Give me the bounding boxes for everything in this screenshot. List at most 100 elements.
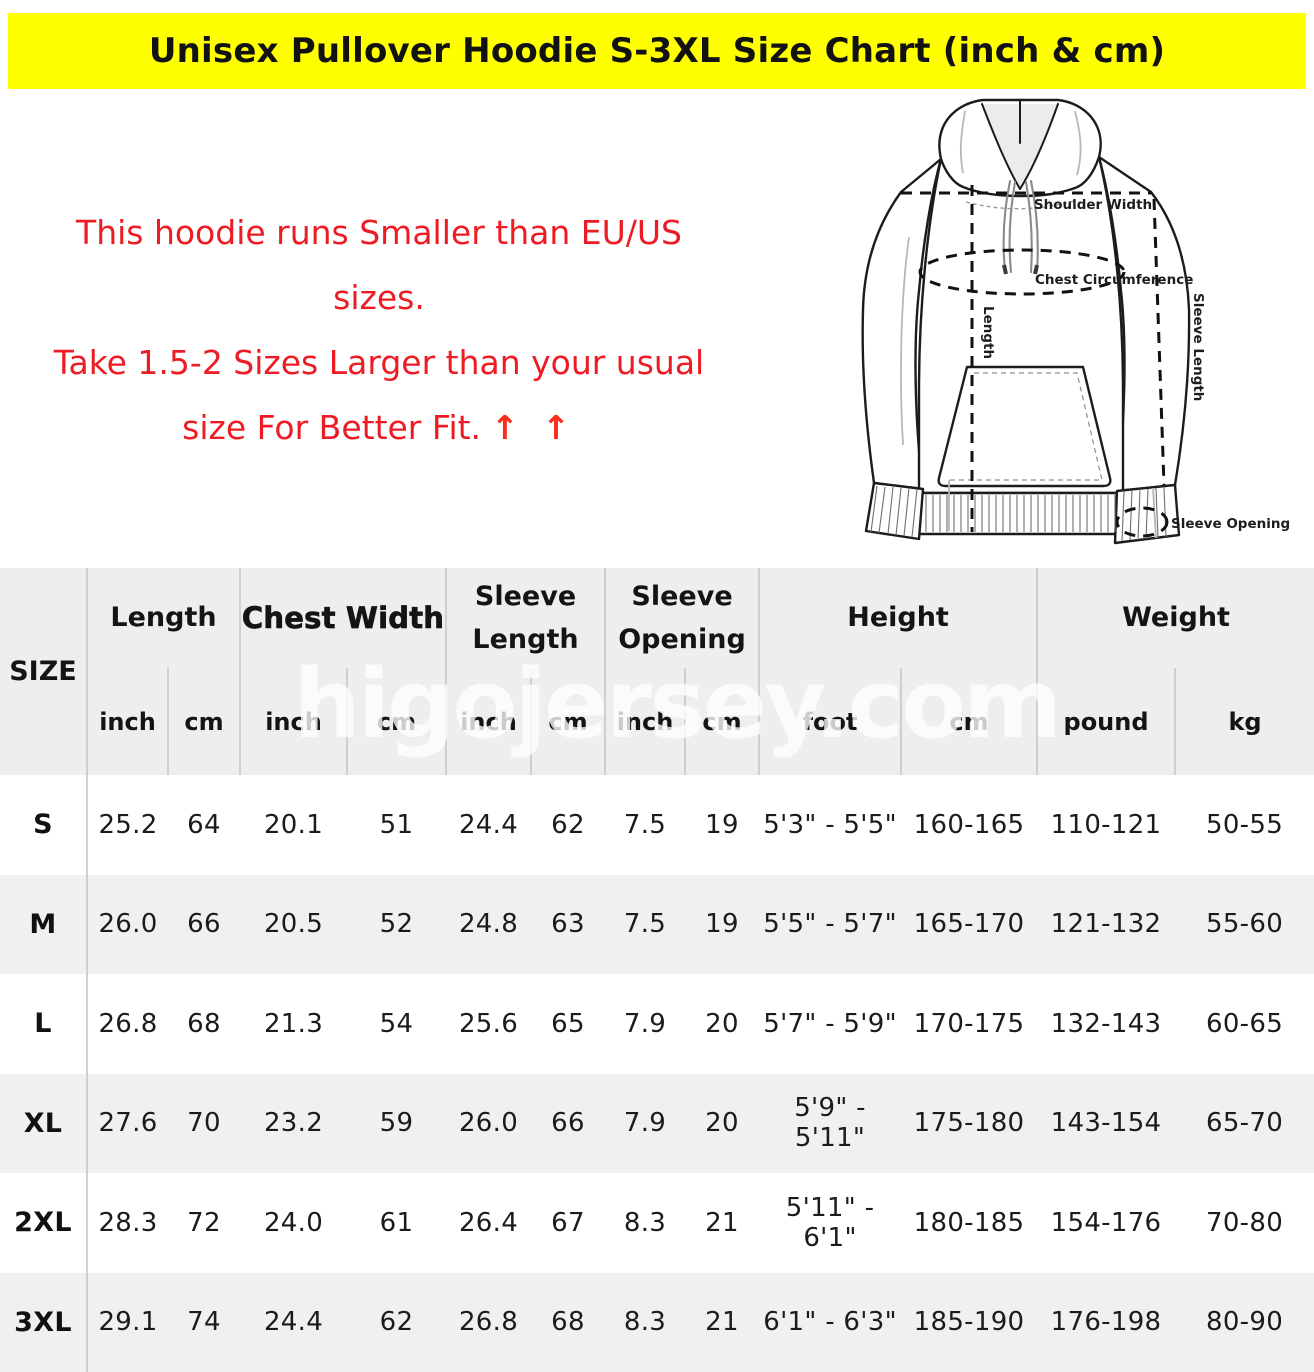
group-header-row: SIZE Length Chest Width Sleeve Length Sl… (0, 568, 1314, 775)
value-cell: 20 (685, 1073, 760, 1173)
value-cell: 52 (347, 874, 447, 974)
value-cell: 175-180 (901, 1073, 1038, 1173)
unit-height-cm: cm (900, 668, 1038, 775)
title-banner: Unisex Pullover Hoodie S-3XL Size Chart … (8, 13, 1306, 89)
value-cell: 50-55 (1175, 775, 1314, 875)
notice-line-4: size For Better Fit. ↑ ↑ (0, 395, 758, 460)
value-cell: 185-190 (901, 1272, 1038, 1372)
size-cell: L (0, 974, 88, 1074)
value-cell: 170-175 (901, 974, 1038, 1074)
value-cell: 7.9 (605, 1073, 686, 1173)
value-cell: 110-121 (1037, 775, 1176, 875)
value-cell: 26.4 (446, 1173, 532, 1273)
value-cell: 62 (531, 775, 606, 875)
value-cell: 51 (347, 775, 447, 875)
unit-sleevelen-inch: inch (445, 668, 532, 775)
value-cell: 5'7" - 5'9" (759, 974, 902, 1074)
value-cell: 160-165 (901, 775, 1038, 875)
table-row: 2XL 28.3 72 24.0 61 26.4 67 8.3 21 5'11"… (0, 1173, 1314, 1273)
value-cell: 121-132 (1037, 874, 1176, 974)
value-cell: 5'3" - 5'5" (759, 775, 902, 875)
value-cell: 28.3 (87, 1173, 168, 1273)
value-cell: 5'5" - 5'7" (759, 874, 902, 974)
value-cell: 20.1 (240, 775, 348, 875)
unit-height-foot: foot (758, 668, 902, 775)
value-cell: 55-60 (1175, 874, 1314, 974)
value-cell: 65 (531, 974, 606, 1074)
value-cell: 70-80 (1175, 1173, 1314, 1273)
page-title: Unisex Pullover Hoodie S-3XL Size Chart … (148, 31, 1166, 71)
value-cell: 26.0 (87, 874, 168, 974)
value-cell: 26.8 (87, 974, 168, 1074)
value-cell: 8.3 (605, 1272, 686, 1372)
value-cell: 7.9 (605, 974, 686, 1074)
value-cell: 62 (347, 1272, 447, 1372)
value-cell: 7.5 (605, 775, 686, 875)
size-cell: 2XL (0, 1173, 88, 1273)
value-cell: 5'11" - 6'1" (759, 1173, 902, 1273)
length-label: Length (980, 306, 996, 359)
sleeve-opening-line (1115, 506, 1169, 538)
up-arrows-icon: ↑ ↑ (491, 408, 576, 447)
table-row: S 25.2 64 20.1 51 24.4 62 7.5 19 5'3" - … (0, 775, 1314, 875)
unit-header-row: inch cm inch cm inch cm inch cm foot cm … (0, 668, 1314, 775)
size-column-header: SIZE (0, 568, 88, 775)
value-cell: 21 (685, 1173, 760, 1273)
value-cell: 19 (685, 874, 760, 974)
size-chart-table: SIZE Length Chest Width Sleeve Length Sl… (0, 568, 1314, 1372)
value-cell: 29.1 (87, 1272, 168, 1372)
value-cell: 21.3 (240, 974, 348, 1074)
size-cell: XL (0, 1073, 88, 1173)
hoodie-diagram: Shoulder Width Chest Circumference Lengt… (853, 94, 1300, 552)
value-cell: 25.2 (87, 775, 168, 875)
value-cell: 26.8 (446, 1272, 532, 1372)
shoulder-width-label: Shoulder Width (1034, 197, 1152, 213)
value-cell: 68 (168, 974, 241, 1074)
sizing-notice: This hoodie runs Smaller than EU/US size… (0, 200, 758, 460)
group-header-length: Length (85, 568, 241, 668)
sleeve-length-line (1152, 198, 1166, 486)
value-cell: 176-198 (1037, 1272, 1176, 1372)
notice-line-1: This hoodie runs Smaller than EU/US (76, 213, 682, 252)
unit-chest-cm: cm (346, 668, 447, 775)
value-cell: 80-90 (1175, 1272, 1314, 1372)
value-cell: 6'1" - 6'3" (759, 1272, 902, 1372)
group-header-chest-width: Chest Width (239, 568, 447, 668)
value-cell: 23.2 (240, 1073, 348, 1173)
chest-circumference-label: Chest Circumference (1035, 272, 1193, 288)
value-cell: 7.5 (605, 874, 686, 974)
unit-length-cm: cm (166, 668, 241, 775)
hoodie-line-art: Shoulder Width Chest Circumference Lengt… (861, 98, 1290, 545)
value-cell: 64 (168, 775, 241, 875)
notice-line-4-text: size For Better Fit. (182, 408, 482, 447)
value-cell: 154-176 (1037, 1173, 1176, 1273)
value-cell: 143-154 (1037, 1073, 1176, 1173)
value-cell: 8.3 (605, 1173, 686, 1273)
value-cell: 27.6 (87, 1073, 168, 1173)
value-cell: 5'9" - 5'11" (759, 1073, 902, 1173)
size-cell: 3XL (0, 1272, 88, 1372)
value-cell: 25.6 (446, 974, 532, 1074)
sleeve-length-label: Sleeve Length (1190, 293, 1206, 401)
unit-weight-kg: kg (1174, 668, 1314, 775)
unit-chest-inch: inch (239, 668, 348, 775)
value-cell: 24.0 (240, 1173, 348, 1273)
value-cell: 165-170 (901, 874, 1038, 974)
value-cell: 70 (168, 1073, 241, 1173)
group-header-sleeve-opening: Sleeve Opening (604, 568, 760, 668)
table-row: L 26.8 68 21.3 54 25.6 65 7.9 20 5'7" - … (0, 974, 1314, 1074)
value-cell: 20 (685, 974, 760, 1074)
value-cell: 60-65 (1175, 974, 1314, 1074)
table-row: XL 27.6 70 23.2 59 26.0 66 7.9 20 5'9" -… (0, 1073, 1314, 1173)
notice-line-2: sizes. (333, 278, 425, 317)
value-cell: 132-143 (1037, 974, 1176, 1074)
table-row: M 26.0 66 20.5 52 24.8 63 7.5 19 5'5" - … (0, 874, 1314, 974)
value-cell: 72 (168, 1173, 241, 1273)
unit-length-inch: inch (87, 668, 168, 775)
value-cell: 66 (531, 1073, 606, 1173)
value-cell: 68 (531, 1272, 606, 1372)
value-cell: 61 (347, 1173, 447, 1273)
value-cell: 24.4 (446, 775, 532, 875)
table-row: 3XL 29.1 74 24.4 62 26.8 68 8.3 21 6'1" … (0, 1272, 1314, 1372)
